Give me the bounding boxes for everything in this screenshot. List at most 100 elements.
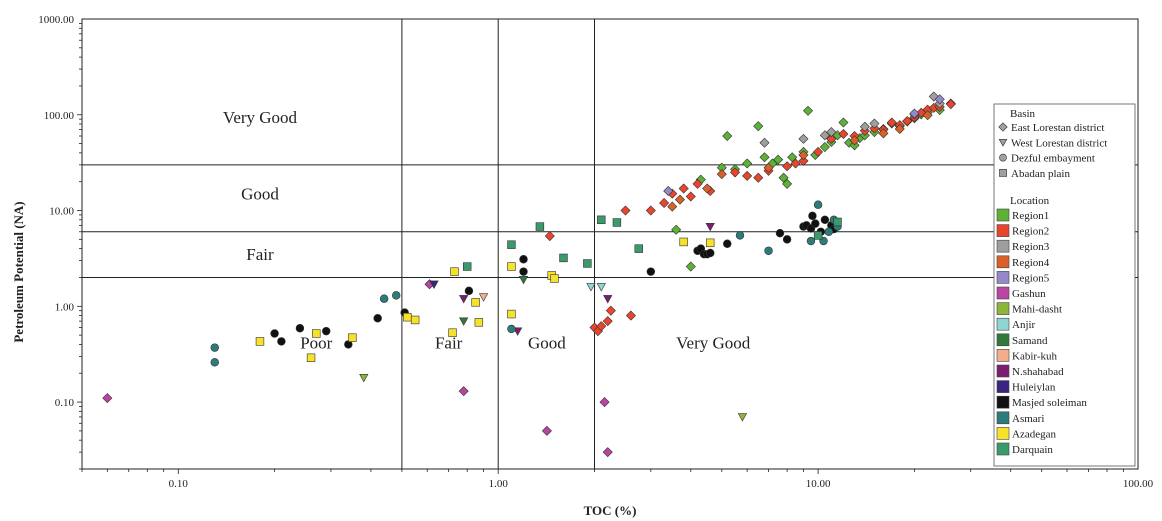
- point-asmari: [507, 324, 516, 334]
- pp-zone-label: Fair: [246, 245, 274, 264]
- point-region1: [753, 121, 764, 132]
- point-region2: [605, 305, 616, 316]
- y-tick-label: 1000.00: [38, 14, 74, 26]
- point-region2: [826, 133, 837, 144]
- point-mahi-dasht: [359, 374, 369, 383]
- point-region1: [773, 154, 784, 165]
- point-region5: [663, 185, 674, 197]
- point-asmari: [824, 227, 834, 236]
- point-azadegan: [706, 238, 715, 248]
- legend-location-item: N.shahabad: [1012, 366, 1064, 378]
- point-anjir: [586, 283, 596, 292]
- point-darquain: [813, 231, 823, 240]
- point-azadegan: [255, 337, 265, 346]
- legend-location-item: Region4: [1012, 257, 1050, 269]
- point-darquain: [559, 253, 568, 263]
- point-region4: [878, 128, 889, 139]
- legend-location-item: Region2: [1012, 226, 1049, 238]
- legend-swatch: [996, 442, 1010, 456]
- point-masjed-soleiman: [464, 286, 474, 296]
- point-region2: [685, 191, 696, 202]
- point-kabir-kuh: [478, 293, 489, 302]
- point-masjed-soleiman: [723, 239, 732, 248]
- point-masjed-soleiman: [277, 337, 286, 346]
- legend-location-item: Azadegan: [1012, 428, 1056, 440]
- point-region2: [782, 161, 793, 172]
- point-region4: [674, 194, 685, 205]
- legend-swatch: [996, 224, 1010, 237]
- point-azadegan: [348, 333, 357, 342]
- toc-zone-label: Poor: [300, 333, 332, 352]
- point-darquain: [583, 259, 592, 268]
- point-asmari: [210, 358, 219, 367]
- point-region2: [730, 167, 741, 178]
- toc-zone-label: Good: [528, 333, 566, 352]
- point-azadegan: [403, 312, 412, 322]
- point-masjed-soleiman: [782, 235, 792, 244]
- point-azadegan: [306, 353, 316, 362]
- point-darquain: [462, 262, 472, 271]
- point-asmari: [392, 291, 401, 300]
- point-gashun: [541, 425, 552, 436]
- point-region1: [838, 117, 849, 128]
- point-asmari: [735, 231, 745, 240]
- point-region4: [763, 162, 774, 173]
- point-region2: [678, 183, 689, 194]
- point-region1: [671, 224, 682, 235]
- point-masjed-soleiman: [270, 329, 279, 338]
- point-region2: [602, 316, 613, 327]
- legend-location-item: Huleiylan: [1012, 382, 1056, 394]
- legend-location-item: Region3: [1012, 241, 1050, 253]
- plot-frame: [81, 18, 1139, 470]
- point-masjed-soleiman: [519, 267, 528, 276]
- point-masjed-soleiman: [706, 248, 715, 258]
- legend-location-item: Darquain: [1012, 444, 1053, 456]
- point-azadegan: [550, 274, 559, 283]
- point-region2: [945, 99, 956, 110]
- point-region2: [645, 205, 656, 216]
- legend-box: [993, 103, 1136, 467]
- point-region4: [798, 149, 809, 161]
- point-region2: [625, 310, 636, 321]
- point-masjed-soleiman: [519, 255, 528, 264]
- x-tick-label: 100.00: [1123, 478, 1154, 490]
- legend-location-item: Mahi-dasht: [1012, 304, 1062, 316]
- legend-swatch: [996, 395, 1010, 409]
- point-asmari: [379, 294, 389, 303]
- legend-swatch: [996, 286, 1010, 300]
- point-n-shahabad: [705, 222, 715, 232]
- y-tick-label: 10.00: [49, 206, 74, 218]
- point-region5: [909, 108, 920, 119]
- legend-location-item: Masjed soleiman: [1012, 397, 1087, 409]
- point-region2: [813, 146, 824, 157]
- point-region2: [596, 321, 607, 332]
- point-masjed-soleiman: [646, 267, 656, 276]
- point-darquain: [612, 218, 622, 227]
- point-region1: [819, 142, 830, 153]
- y-axis-label: Petroleum Potential (NA): [11, 201, 26, 342]
- legend-location-title: Location: [1010, 195, 1050, 207]
- legend-basin-item: Dezful embayment: [1011, 153, 1095, 165]
- point-region2: [742, 170, 753, 181]
- point-asmari: [764, 246, 773, 255]
- y-tick-label: 0.10: [55, 397, 75, 409]
- point-samand: [518, 275, 529, 285]
- point-region4: [716, 169, 727, 180]
- point-masjed-soleiman: [775, 228, 785, 238]
- point-region2: [753, 172, 764, 183]
- legend-basin-item: West Lorestan district: [1011, 137, 1107, 149]
- point-region4: [702, 183, 713, 194]
- point-region4: [894, 123, 905, 135]
- point-region4: [667, 201, 678, 212]
- point-asmari: [806, 236, 816, 246]
- point-darquain: [507, 240, 516, 249]
- point-region3: [859, 121, 870, 132]
- legend-location-item: Region5: [1012, 272, 1050, 284]
- point-darquain: [535, 222, 545, 231]
- legend-marker: [999, 169, 1007, 177]
- point-masjed-soleiman: [295, 324, 305, 333]
- toc-zone-label: Fair: [435, 333, 463, 352]
- zone-labels: Very Good Good Fair Poor Fair Good Very Good: [223, 108, 751, 352]
- point-azadegan: [507, 262, 516, 271]
- toc-zone-label: Very Good: [676, 333, 751, 352]
